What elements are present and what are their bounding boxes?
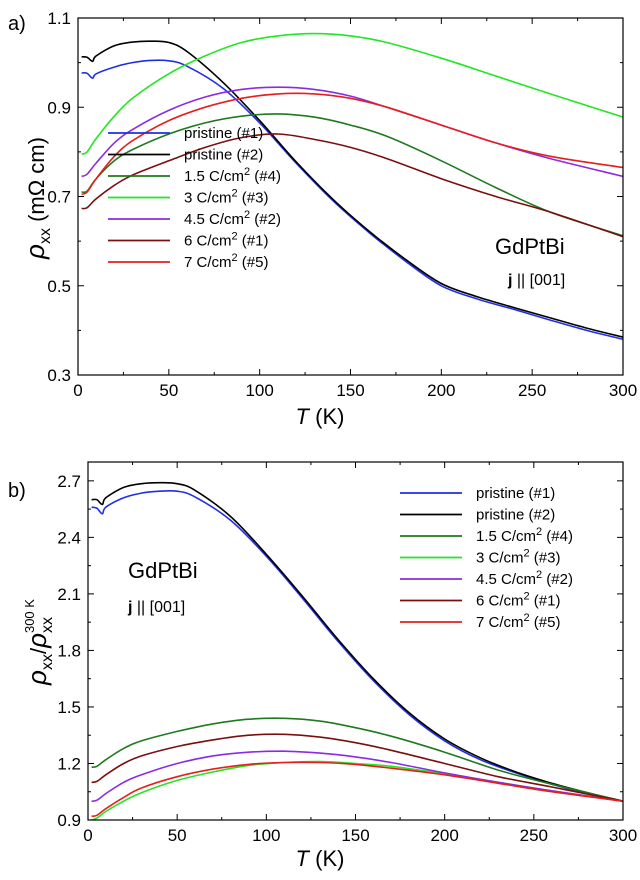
x-tick-label: 0 [73, 381, 82, 400]
legend-entry: 1.5 C/cm2 (#4) [476, 526, 573, 545]
legend-entry: 6 C/cm2 (#1) [476, 591, 560, 610]
x-tick-label: 0 [83, 826, 92, 845]
x-tick-label: 100 [245, 381, 273, 400]
x-tick-label: 200 [427, 381, 455, 400]
legend-entry: 4.5 C/cm2 (#2) [476, 569, 573, 588]
x-tick-label: 50 [159, 381, 178, 400]
legend-entry: pristine (#1) [476, 485, 555, 502]
y-axis-label: ρxx/ρxx300 K [22, 599, 56, 686]
series-line-1 [91, 481, 623, 802]
series-line-3 [81, 32, 623, 155]
x-tick-label: 300 [609, 826, 637, 845]
series-line-0 [81, 59, 623, 341]
series-line-0 [91, 489, 623, 802]
panel-b: 0 50 100 150 200 250 300 0.9 1.2 1.5 1.8 2.1 2.4 2.7 b… [8, 461, 637, 871]
y-tick-label: 1.8 [57, 641, 81, 660]
legend-entry: 3 C/cm2 (#3) [476, 548, 560, 567]
y-axis-label: ρxx (mΩ cm) [20, 137, 54, 260]
legend-entry: 7 C/cm2 (#5) [476, 612, 560, 631]
panel-letter: a) [8, 13, 26, 35]
series-line-6 [81, 92, 623, 196]
legend-entry: 1.5 C/cm2 (#4) [184, 166, 281, 185]
legend: pristine (#1) pristine (#2) 1.5 C/cm2 (#4)… [108, 125, 281, 271]
legend-entry: pristine (#1) [184, 125, 263, 142]
y-tick-label: 1.1 [47, 9, 71, 28]
legend-entry: pristine (#2) [476, 507, 555, 524]
series-line-5 [91, 733, 623, 802]
y-tick-label: 1.2 [57, 754, 81, 773]
x-tick-label: 150 [341, 826, 369, 845]
legend-entry: 3 C/cm2 (#3) [184, 188, 268, 207]
plot-frame [77, 17, 624, 376]
x-tick-label: 100 [252, 826, 280, 845]
series-line-4 [91, 750, 623, 802]
x-tick-label: 300 [609, 381, 637, 400]
material-label: GdPtBi [495, 234, 565, 259]
legend-entry: 7 C/cm2 (#5) [184, 252, 268, 271]
x-axis-label: T (K) [296, 404, 345, 429]
y-tick-label: 0.9 [57, 811, 81, 830]
y-tick-label: 0.7 [47, 188, 71, 207]
series-line-1 [81, 40, 623, 338]
series-group [91, 481, 623, 820]
x-tick-label: 250 [518, 381, 546, 400]
legend: pristine (#1) pristine (#2) 1.5 C/cm2 (#4)… [400, 485, 573, 631]
y-tick-label: 2.7 [57, 472, 81, 491]
x-tick-label: 200 [430, 826, 458, 845]
material-label: GdPtBi [128, 558, 198, 583]
x-tick-label: 150 [336, 381, 364, 400]
y-tick-label: 2.1 [57, 585, 81, 604]
current-direction-label: j || [001] [507, 272, 565, 289]
legend-entry: 4.5 C/cm2 (#2) [184, 209, 281, 228]
y-tick-label: 2.4 [57, 528, 81, 547]
x-tick-label: 50 [168, 826, 187, 845]
legend-entry: 6 C/cm2 (#1) [184, 231, 268, 250]
panel-letter: b) [8, 480, 26, 502]
panel-a: 0 50 100 150 200 250 300 0.3 0.5 0.7 0.9 1.1 a) T (K)… [8, 9, 637, 429]
y-tick-label: 0.5 [47, 277, 71, 296]
series-line-2 [81, 113, 623, 237]
y-tick-label: 0.9 [47, 98, 71, 117]
current-direction-label: j || [001] [127, 599, 185, 616]
series-line-6 [91, 761, 623, 817]
series-line-2 [91, 717, 623, 802]
y-tick-label: 1.5 [57, 698, 81, 717]
x-tick-label: 250 [520, 826, 548, 845]
x-axis-label: T (K) [296, 846, 345, 871]
legend-entry: pristine (#2) [184, 147, 263, 164]
series-line-5 [81, 133, 623, 238]
y-tick-label: 0.3 [47, 366, 71, 385]
series-group [81, 32, 623, 341]
